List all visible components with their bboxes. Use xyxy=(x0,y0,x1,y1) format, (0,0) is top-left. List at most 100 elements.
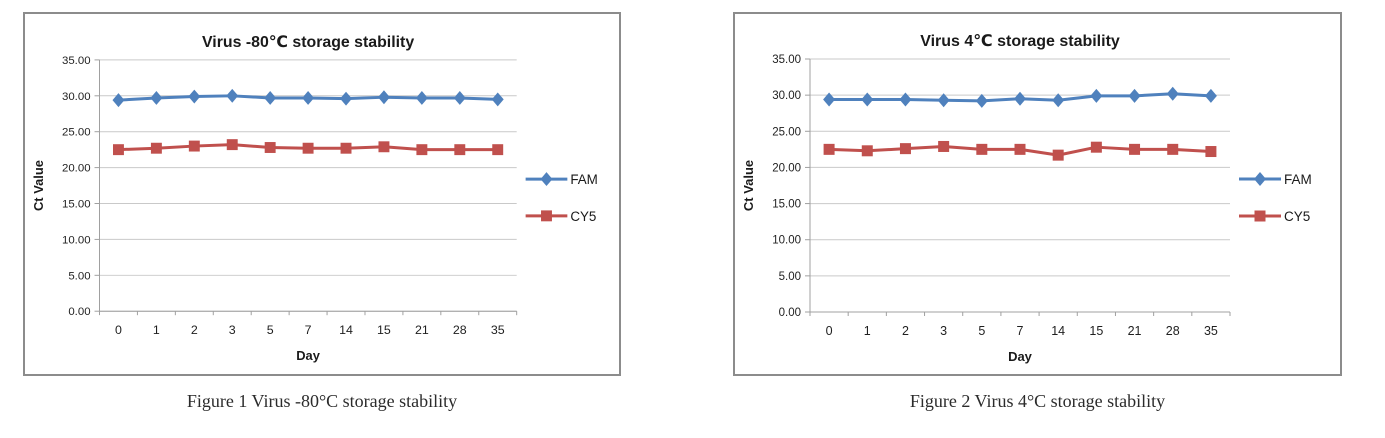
data-point-fam xyxy=(937,93,950,108)
data-point-cy5 xyxy=(823,143,835,155)
figure-1-caption: Figure 1 Virus -80°C storage stability xyxy=(186,391,458,411)
data-point-fam xyxy=(453,91,466,105)
chart-title: Virus 4℃ storage stability xyxy=(920,33,1120,50)
data-point-fam xyxy=(340,91,352,106)
y-tick-label: 25.00 xyxy=(62,127,91,139)
y-tick-label: 20.00 xyxy=(772,162,801,174)
data-point-cy5 xyxy=(340,142,352,154)
x-axis-title: Day xyxy=(296,348,320,363)
y-tick-label: 30.00 xyxy=(62,91,91,103)
data-point-fam xyxy=(1128,88,1141,103)
x-tick-label: 0 xyxy=(826,324,833,338)
legend-marker-square xyxy=(1254,210,1266,222)
data-point-fam xyxy=(226,88,239,103)
figure-2-panel: 0.00 5.00 10.00 15.00 20.00 25.00 30.00 35.00 0 1… xyxy=(733,12,1342,376)
x-tick-label: 1 xyxy=(153,323,160,337)
y-tick-label: 35.00 xyxy=(772,54,801,66)
data-point-cy5 xyxy=(1205,146,1217,158)
data-point-cy5 xyxy=(188,140,200,152)
data-point-cy5 xyxy=(112,144,124,156)
legend-label: FAM xyxy=(570,172,598,187)
data-point-fam xyxy=(899,92,912,107)
data-point-cy5 xyxy=(226,139,238,151)
y-axis-title: Ct Value xyxy=(741,160,756,211)
x-tick-label: 15 xyxy=(1089,324,1103,338)
x-tick-label: 35 xyxy=(491,323,505,337)
data-point-cy5 xyxy=(861,145,873,157)
x-tick-label: 5 xyxy=(978,324,985,338)
x-axis-title: Day xyxy=(1008,349,1033,364)
legend-item-cy5: CY5 xyxy=(525,209,596,224)
data-point-cy5 xyxy=(150,142,162,154)
x-tick-label: 3 xyxy=(229,323,236,337)
legend-item-fam: FAM xyxy=(1239,172,1312,187)
data-point-fam xyxy=(1166,86,1179,101)
x-tick-label: 7 xyxy=(305,323,312,337)
data-point-cy5 xyxy=(264,142,276,153)
data-point-cy5 xyxy=(378,141,390,153)
data-point-fam xyxy=(150,91,163,105)
data-point-fam xyxy=(1014,91,1026,106)
x-tick-label: 14 xyxy=(339,323,353,337)
x-tick-label: 2 xyxy=(902,324,909,338)
figure-2-caption: Figure 2 Virus 4°C storage stability xyxy=(909,391,1166,411)
data-point-cy5 xyxy=(302,142,314,154)
data-point-fam xyxy=(112,93,125,108)
figure-1-panel: 0.00 5.00 10.00 15.00 20.00 25.00 30.00 35.00 0 1… xyxy=(23,12,621,376)
y-tick-label: 15.00 xyxy=(62,198,91,210)
data-point-fam xyxy=(302,91,315,105)
y-tick-label: 30.00 xyxy=(772,90,801,102)
data-point-cy5 xyxy=(492,144,504,156)
legend-label: CY5 xyxy=(1284,209,1310,224)
data-point-fam xyxy=(188,89,201,104)
x-tick-label: 21 xyxy=(415,323,429,337)
y-tick-label: 5.00 xyxy=(779,271,801,283)
data-point-fam xyxy=(823,92,836,107)
y-tick-label: 10.00 xyxy=(772,235,801,247)
legend-item-fam: FAM xyxy=(525,172,598,187)
x-tick-label: 21 xyxy=(1128,324,1142,338)
x-tick-label: 5 xyxy=(267,323,274,337)
legend-item-cy5: CY5 xyxy=(1239,209,1310,224)
data-point-cy5 xyxy=(938,140,950,152)
data-point-cy5 xyxy=(1129,143,1141,155)
x-tick-label: 28 xyxy=(1166,324,1180,338)
data-point-fam xyxy=(415,91,428,105)
chart-title: Virus -80℃ storage stability xyxy=(202,34,414,51)
y-tick-label: 10.00 xyxy=(62,234,91,246)
y-tick-label: 20.00 xyxy=(62,163,91,175)
x-tick-label: 3 xyxy=(940,324,947,338)
y-tick-label: 25.00 xyxy=(772,126,801,138)
chart-virus-4c: 0.00 5.00 10.00 15.00 20.00 25.00 30.00 35.00 0 1… xyxy=(741,33,1312,364)
x-tick-label: 14 xyxy=(1051,324,1065,338)
chart-virus-minus80c: 0.00 5.00 10.00 15.00 20.00 25.00 30.00 35.00 0 1… xyxy=(31,34,598,363)
y-tick-label: 0.00 xyxy=(779,307,801,319)
data-point-cy5 xyxy=(976,143,988,155)
y-tick-label: 35.00 xyxy=(62,55,91,67)
data-point-cy5 xyxy=(899,143,911,155)
x-tick-label: 0 xyxy=(115,323,122,337)
y-tick-label: 5.00 xyxy=(68,270,90,282)
x-tick-label: 35 xyxy=(1204,324,1218,338)
x-tick-label: 15 xyxy=(377,323,391,337)
legend-marker-diamond xyxy=(1254,172,1266,186)
data-point-fam xyxy=(377,90,390,105)
x-tick-label: 2 xyxy=(191,323,198,337)
y-tick-label: 15.00 xyxy=(772,199,801,211)
data-point-fam xyxy=(1204,88,1217,103)
legend-label: CY5 xyxy=(570,209,596,224)
data-point-fam xyxy=(1052,93,1065,108)
data-point-cy5 xyxy=(454,144,466,156)
data-point-fam xyxy=(264,91,277,105)
x-tick-label: 7 xyxy=(1017,324,1024,338)
data-point-cy5 xyxy=(1014,143,1026,155)
x-tick-label: 1 xyxy=(864,324,871,338)
data-point-fam xyxy=(1090,88,1103,103)
data-point-fam xyxy=(861,92,874,107)
data-point-cy5 xyxy=(416,144,428,156)
legend-label: FAM xyxy=(1284,172,1312,187)
y-axis-title: Ct Value xyxy=(31,160,46,211)
legend-marker-diamond xyxy=(540,172,553,187)
data-point-cy5 xyxy=(1052,149,1064,161)
